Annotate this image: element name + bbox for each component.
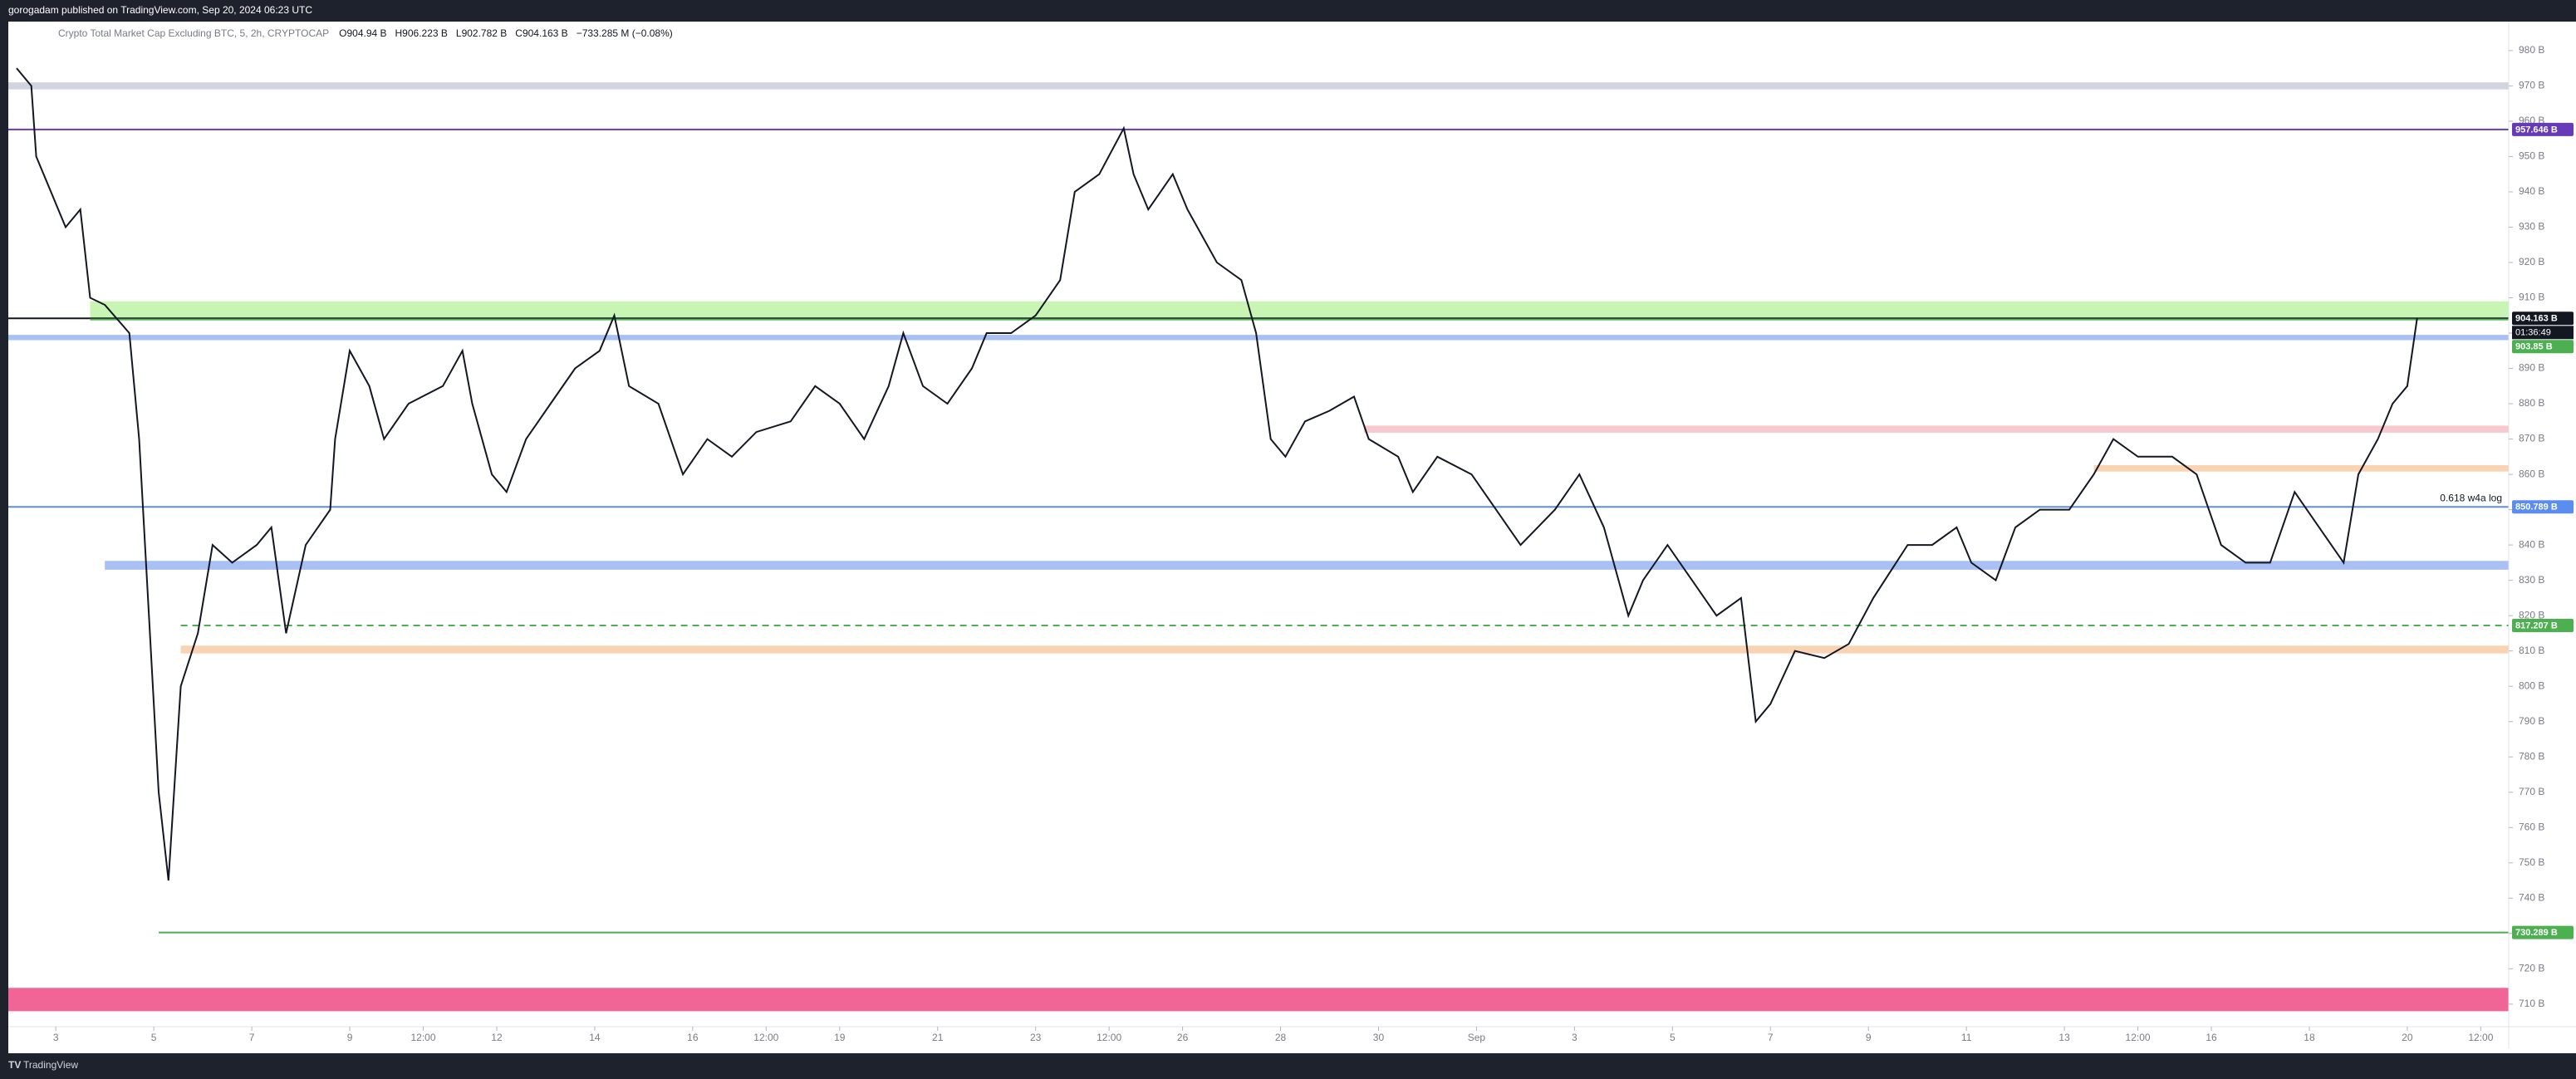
- x-tick-label: 12:00: [2126, 1032, 2151, 1043]
- zone: [90, 301, 2509, 320]
- level-label: 957.646 B: [2515, 125, 2558, 135]
- zone: [180, 645, 2510, 654]
- level-label: 903.85 B: [2515, 342, 2553, 352]
- y-tick-label: 810 B: [2519, 645, 2544, 656]
- y-tick-label: 930 B: [2519, 221, 2544, 233]
- y-tick-label: 940 B: [2519, 185, 2544, 197]
- legend-ohlc: O904.94 B: [339, 27, 386, 39]
- level-label-bg: [2512, 311, 2574, 326]
- x-tick-label: 30: [1373, 1032, 1385, 1043]
- countdown-bg: [2512, 326, 2574, 340]
- level-label-bg: [2512, 122, 2574, 136]
- x-tick-label: 26: [1177, 1032, 1189, 1043]
- y-tick-label: 820 B: [2519, 609, 2544, 620]
- publisher: gorogadam published on TradingView.com, …: [8, 4, 312, 16]
- countdown: 01:36:49: [2515, 328, 2551, 338]
- zone: [105, 561, 2510, 570]
- x-tick-label: 5: [1670, 1032, 1676, 1043]
- level-label: 904.163 B: [2515, 314, 2558, 324]
- x-tick-label: 5: [151, 1032, 157, 1043]
- x-tick-label: 12:00: [410, 1032, 435, 1043]
- y-tick-label: 870 B: [2519, 433, 2544, 444]
- x-tick-label: 12:00: [2468, 1032, 2493, 1043]
- level-label: 850.789 B: [2515, 503, 2558, 513]
- y-tick-label: 720 B: [2519, 963, 2544, 974]
- y-tick-label: 760 B: [2519, 821, 2544, 832]
- y-tick-label: 920 B: [2519, 256, 2544, 267]
- x-tick-label: 7: [249, 1032, 255, 1043]
- y-tick-label: 750 B: [2519, 856, 2544, 868]
- x-tick-label: 28: [1275, 1032, 1287, 1043]
- y-tick-label: 830 B: [2519, 574, 2544, 586]
- x-tick-label: 18: [2304, 1032, 2315, 1043]
- y-tick-label: 970 B: [2519, 80, 2544, 91]
- legend-ohlc: H906.223 B: [395, 27, 448, 39]
- y-tick-label: 800 B: [2519, 679, 2544, 691]
- brand: TradingView: [23, 1059, 78, 1071]
- legend-ohlc: C904.163 B: [515, 27, 567, 39]
- y-tick-label: 860 B: [2519, 468, 2544, 479]
- price-axis: [2509, 22, 2576, 1048]
- zone: [1363, 425, 2509, 433]
- y-tick-label: 950 B: [2519, 150, 2544, 162]
- x-tick-label: 11: [1961, 1032, 1972, 1043]
- x-tick-label: 12: [491, 1032, 503, 1043]
- x-tick-label: 16: [2206, 1032, 2217, 1043]
- level-note: 0.618 w4a log: [2440, 492, 2502, 503]
- y-tick-label: 980 B: [2519, 44, 2544, 56]
- x-tick-label: 16: [687, 1032, 699, 1043]
- zone: [8, 335, 2509, 341]
- y-tick-label: 770 B: [2519, 786, 2544, 797]
- y-tick-label: 840 B: [2519, 538, 2544, 550]
- x-tick-label: 13: [2058, 1032, 2070, 1043]
- level-label-bg: [2512, 500, 2574, 514]
- level-label: 730.289 B: [2515, 928, 2558, 938]
- x-tick-label: 3: [53, 1032, 59, 1043]
- level-label-bg: [2512, 619, 2574, 633]
- level-label-bg: [2512, 340, 2574, 354]
- x-tick-label: 14: [589, 1032, 601, 1043]
- brand-icon: TV: [8, 1059, 21, 1071]
- x-tick-label: 9: [1866, 1032, 1872, 1043]
- x-tick-label: 19: [834, 1032, 846, 1043]
- price-line: [16, 67, 2418, 881]
- y-tick-label: 740 B: [2519, 891, 2544, 903]
- y-tick-label: 880 B: [2519, 397, 2544, 409]
- x-tick-label: 12:00: [1097, 1032, 1121, 1043]
- x-tick-label: 23: [1030, 1032, 1042, 1043]
- level-label-bg: [2512, 925, 2574, 939]
- chart-area: [8, 22, 2576, 1053]
- zone: [2093, 465, 2509, 472]
- zone: [8, 988, 2509, 1012]
- zone: [8, 82, 2509, 90]
- legend-ohlc: L902.782 B: [456, 27, 507, 39]
- x-tick-label: 20: [2402, 1032, 2413, 1043]
- x-tick-label: Sep: [1468, 1032, 1486, 1043]
- x-tick-label: 21: [932, 1032, 944, 1043]
- y-tick-label: 910 B: [2519, 292, 2544, 303]
- y-tick-label: 780 B: [2519, 750, 2544, 762]
- x-tick-label: 3: [1572, 1032, 1577, 1043]
- x-tick-label: 9: [347, 1032, 353, 1043]
- x-tick-label: 7: [1768, 1032, 1774, 1043]
- y-tick-label: 710 B: [2519, 998, 2544, 1009]
- legend-ohlc: −733.285 M (−0.08%): [577, 27, 673, 39]
- y-tick-label: 790 B: [2519, 715, 2544, 727]
- level-label: 817.207 B: [2515, 620, 2558, 630]
- y-tick-label: 890 B: [2519, 362, 2544, 374]
- legend-title: Crypto Total Market Cap Excluding BTC, 5…: [58, 27, 329, 39]
- x-tick-label: 12:00: [753, 1032, 778, 1043]
